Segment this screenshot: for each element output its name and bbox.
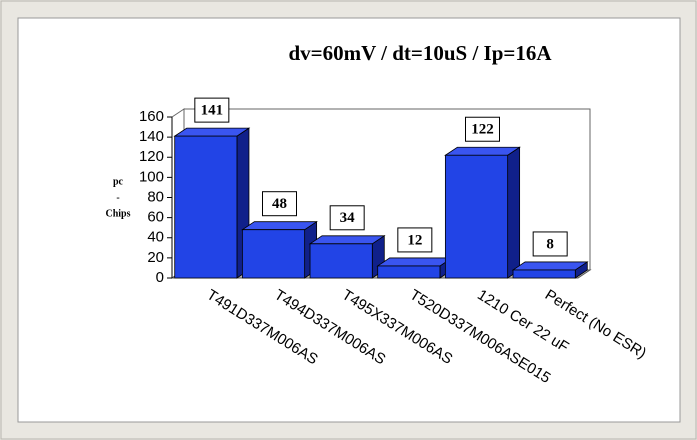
y-tick-label: 100 — [139, 168, 164, 185]
chart-title: dv=60mV / dt=10uS / Ip=16A — [288, 41, 552, 65]
value-label: 8 — [546, 236, 554, 252]
y-tick-label: 20 — [147, 249, 164, 266]
bar-side — [507, 146, 521, 279]
bar-front — [512, 269, 576, 279]
y-axis-label: Chips — [105, 208, 130, 219]
bar-top — [241, 221, 318, 231]
bar-front — [241, 229, 306, 279]
bar-front — [174, 135, 238, 279]
value-label-box — [194, 97, 230, 123]
y-tick-label: 80 — [147, 188, 164, 205]
y-tick-label: 140 — [139, 128, 164, 145]
bar-top — [376, 257, 454, 267]
value-label-box — [329, 205, 365, 231]
bar — [444, 146, 521, 279]
value-label: 34 — [340, 210, 356, 226]
value-label-box — [532, 231, 568, 257]
bar-top — [308, 235, 386, 245]
y-tick-label: 60 — [147, 209, 164, 226]
value-label-box — [397, 227, 433, 253]
bar — [241, 220, 318, 279]
value-label: 12 — [407, 232, 422, 248]
bar-top — [173, 127, 251, 137]
bar-top — [444, 146, 521, 156]
y-tick-label: 0 — [156, 269, 164, 286]
y-axis-label: pc — [113, 176, 124, 187]
value-label: 122 — [471, 122, 494, 138]
bar-top — [511, 261, 589, 271]
y-tick-label: 120 — [139, 148, 164, 165]
bar — [308, 235, 386, 279]
y-tick-label: 40 — [147, 229, 164, 246]
bar-front — [444, 154, 509, 279]
y-axis-label: - — [116, 192, 119, 203]
y-tick-label: 160 — [139, 108, 164, 125]
value-label: 48 — [272, 196, 287, 212]
bar — [173, 127, 251, 279]
bar-front — [377, 265, 441, 279]
value-label-box — [465, 116, 500, 142]
value-label: 141 — [201, 103, 224, 119]
value-label-box — [262, 191, 297, 217]
bar-front — [309, 243, 373, 279]
bar — [511, 261, 589, 279]
bar — [376, 257, 454, 279]
